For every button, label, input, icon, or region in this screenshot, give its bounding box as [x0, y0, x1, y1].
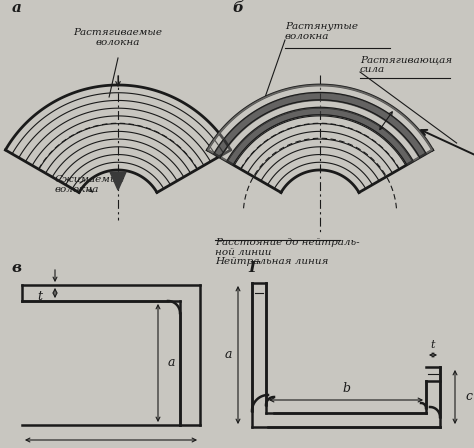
- Text: б: б: [232, 1, 243, 15]
- Text: a: a: [168, 357, 175, 370]
- Text: b: b: [342, 382, 350, 395]
- Polygon shape: [214, 92, 426, 157]
- Polygon shape: [208, 85, 433, 154]
- Text: Расстояние до нейтраль-
ной линии: Расстояние до нейтраль- ной линии: [215, 238, 360, 258]
- Text: t: t: [431, 340, 435, 350]
- Text: Сжимаемые
волокна: Сжимаемые волокна: [55, 175, 126, 194]
- Text: Растягивающая
сила: Растягивающая сила: [360, 55, 452, 74]
- Text: t: t: [37, 289, 43, 302]
- Text: а: а: [12, 1, 22, 15]
- Polygon shape: [227, 108, 413, 165]
- Polygon shape: [110, 172, 126, 190]
- Text: в: в: [12, 261, 22, 275]
- Text: Растянутые
волокна: Растянутые волокна: [285, 22, 358, 41]
- Polygon shape: [220, 100, 419, 161]
- Text: Г: Г: [248, 261, 258, 275]
- Text: Нейтральная линия: Нейтральная линия: [215, 257, 328, 266]
- Text: a: a: [224, 349, 232, 362]
- Text: Растягиваемые
волокна: Растягиваемые волокна: [73, 28, 163, 47]
- Text: c: c: [465, 391, 472, 404]
